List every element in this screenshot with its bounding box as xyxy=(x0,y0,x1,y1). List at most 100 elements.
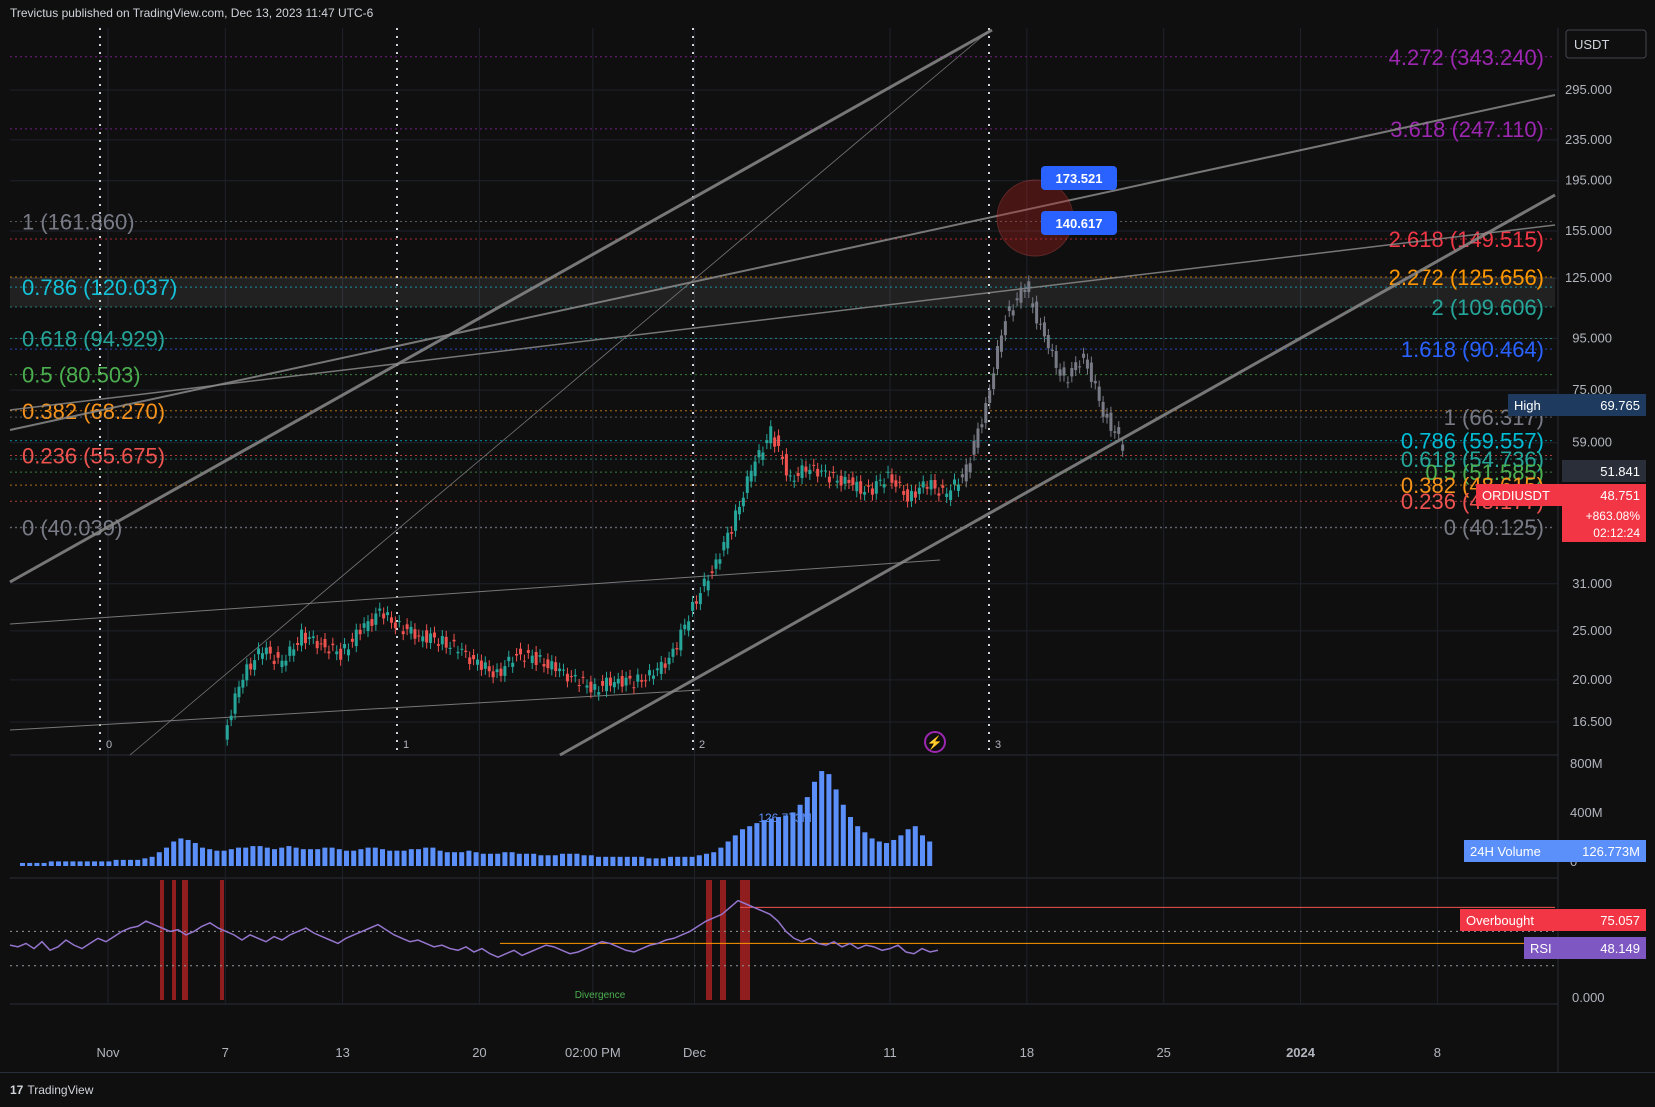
volume-bar xyxy=(653,858,659,866)
candle-body xyxy=(632,687,636,689)
volume-bar xyxy=(488,853,493,866)
candle-body xyxy=(902,490,906,495)
volume-bar xyxy=(920,835,925,866)
candle-body xyxy=(382,613,386,619)
candle-body xyxy=(479,660,483,670)
tradingview-logo[interactable]: 17 TradingView xyxy=(10,1083,93,1097)
price-tick-label: 25.000 xyxy=(1572,623,1612,638)
candle-body xyxy=(757,450,761,458)
volume-bar xyxy=(423,847,429,866)
volume-bar xyxy=(668,856,673,866)
fib-right-label: 4.272 (343.240) xyxy=(1389,45,1544,70)
candle-body xyxy=(835,480,839,483)
candle-body xyxy=(1042,322,1046,337)
volume-bar xyxy=(380,849,385,866)
candle-body xyxy=(276,652,280,658)
rsi-line xyxy=(9,899,939,958)
candle-body xyxy=(792,480,796,482)
candle-body xyxy=(737,506,741,515)
candle-body xyxy=(519,648,523,655)
volume-bar xyxy=(264,847,270,866)
fib-right-label: 0.5 (51.585) xyxy=(1425,460,1544,485)
level-badge-value: 51.841 xyxy=(1600,464,1640,479)
change-badge-box xyxy=(1562,506,1646,542)
volume-bar xyxy=(315,849,321,866)
candle-body xyxy=(280,660,284,668)
candle-body xyxy=(346,649,350,656)
candle-body xyxy=(730,532,734,534)
candle-body xyxy=(964,464,968,482)
candle-body xyxy=(1105,413,1109,418)
candle-body xyxy=(393,622,397,629)
price-tick-label: 195.000 xyxy=(1565,173,1612,188)
candle-body xyxy=(319,643,323,645)
candle-body xyxy=(526,650,530,653)
lightning-icon xyxy=(924,731,946,753)
candle-body xyxy=(655,668,659,671)
candle-body xyxy=(605,677,609,692)
volume-bar xyxy=(704,853,709,866)
high-badge-value: 69.765 xyxy=(1600,398,1640,413)
candle-body xyxy=(264,647,268,655)
volume-bar xyxy=(812,781,817,866)
trend-channel-line xyxy=(9,28,993,584)
volume-bar xyxy=(387,850,393,866)
change-badge-value: +863.08% xyxy=(1586,509,1641,523)
fib-right-label: 2.272 (125.656) xyxy=(1389,265,1544,290)
overbought-badge-label: Overbought xyxy=(1466,913,1534,928)
candle-body xyxy=(1093,380,1097,384)
overbought-badge-value: 75.057 xyxy=(1600,913,1640,928)
candle-body xyxy=(616,678,620,684)
fib-zone-highlight xyxy=(10,277,1555,307)
volume-bar xyxy=(358,849,364,866)
volume-bar xyxy=(272,849,277,866)
trend-channel xyxy=(9,28,1556,757)
price-callout-box xyxy=(1041,166,1117,190)
candle-body xyxy=(956,484,960,491)
candle-body xyxy=(886,471,890,473)
candle-body xyxy=(753,461,757,477)
volume-bar xyxy=(466,850,472,866)
publisher-caption: Trevictus published on TradingView.com, … xyxy=(10,6,374,20)
candle-body xyxy=(808,469,812,475)
candle-body xyxy=(718,559,722,564)
candle-body xyxy=(761,452,765,460)
volume-bar xyxy=(77,861,83,866)
candle-body xyxy=(440,636,444,645)
candle-body xyxy=(855,481,859,492)
candles xyxy=(225,275,1125,746)
tv-brand-label: TradingView xyxy=(27,1083,94,1097)
candle-body xyxy=(562,669,566,671)
candle-body xyxy=(268,646,272,654)
candle-body xyxy=(589,681,593,693)
candle-body xyxy=(503,666,507,676)
fib-left-label: 0.5 (80.503) xyxy=(22,363,141,388)
candle-body xyxy=(569,676,573,678)
price-tick-label: 295.000 xyxy=(1565,82,1612,97)
quote-currency-label: USDT xyxy=(1574,37,1609,52)
volume-bar xyxy=(84,861,90,866)
candle-body xyxy=(311,636,315,639)
price-tick-label: 20.000 xyxy=(1572,672,1612,687)
rsi-red-zone xyxy=(160,880,164,1000)
volume-bar xyxy=(826,774,832,866)
candle-body xyxy=(734,510,738,531)
time-tick-label: 02:00 PM xyxy=(565,1045,621,1060)
volume-bar xyxy=(545,855,551,866)
candle-body xyxy=(921,481,925,488)
candle-body xyxy=(339,648,343,660)
candle-body xyxy=(1082,353,1086,358)
candle-body xyxy=(483,662,487,669)
candle-body xyxy=(1011,310,1015,316)
volume-bar xyxy=(912,826,918,866)
candle-body xyxy=(968,463,972,473)
chart-background xyxy=(10,28,1558,1072)
candle-body xyxy=(331,643,335,646)
candle-body xyxy=(1097,386,1101,401)
candle-body xyxy=(577,685,581,687)
quote-currency-box xyxy=(1565,29,1647,59)
volume-bar xyxy=(228,849,234,866)
volume-bar xyxy=(617,856,623,866)
candle-body xyxy=(1015,298,1019,301)
